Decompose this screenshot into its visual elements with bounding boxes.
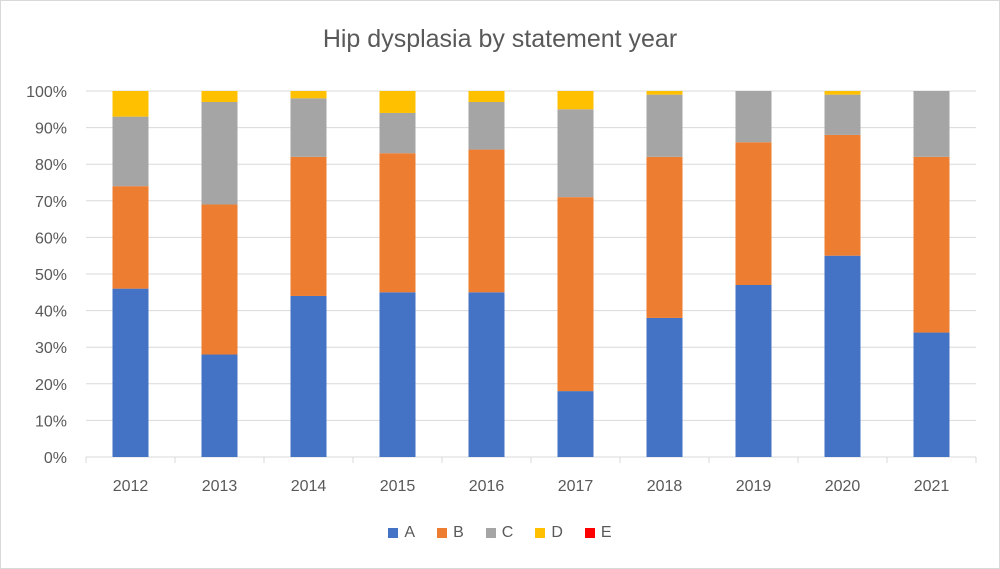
legend-item-D: D xyxy=(535,524,563,542)
bar-B-2019 xyxy=(735,142,772,285)
bar-D-2014 xyxy=(290,91,327,99)
y-tick-label: 100% xyxy=(26,84,67,101)
legend-item-A: A xyxy=(388,524,415,542)
legend-label: E xyxy=(600,524,612,541)
bar-C-2015 xyxy=(379,112,416,154)
x-tick-label: 2016 xyxy=(469,478,505,495)
x-tick-label: 2017 xyxy=(558,478,594,495)
bar-B-2020 xyxy=(824,134,861,256)
bar-B-2014 xyxy=(290,156,327,296)
y-tick-label: 50% xyxy=(35,267,67,284)
bar-A-2013 xyxy=(201,354,238,457)
y-tick-label: 0% xyxy=(44,450,67,467)
x-tick-label: 2021 xyxy=(914,478,950,495)
legend-swatch xyxy=(535,528,546,538)
bar-A-2016 xyxy=(468,292,505,457)
legend-swatch xyxy=(584,528,595,538)
legend-label: D xyxy=(551,524,563,541)
bar-A-2020 xyxy=(824,255,861,457)
bar-D-2017 xyxy=(557,91,594,110)
bar-A-2015 xyxy=(379,292,416,457)
bar-C-2017 xyxy=(557,109,594,198)
legend-item-B: B xyxy=(437,524,464,542)
y-tick-label: 60% xyxy=(35,230,67,247)
legend-swatch xyxy=(437,528,448,538)
x-tick-label: 2018 xyxy=(647,478,683,495)
y-tick-label: 30% xyxy=(35,340,67,357)
x-tick-label: 2013 xyxy=(202,478,238,495)
legend-swatch xyxy=(388,528,399,538)
bar-A-2019 xyxy=(735,284,772,457)
bar-B-2015 xyxy=(379,153,416,293)
bar-B-2012 xyxy=(112,186,149,289)
bar-A-2017 xyxy=(557,391,594,457)
y-tick-label: 10% xyxy=(35,413,67,430)
bar-B-2016 xyxy=(468,149,505,293)
bar-C-2014 xyxy=(290,98,327,157)
bar-D-2013 xyxy=(201,91,238,102)
bar-A-2012 xyxy=(112,288,149,457)
legend-label: C xyxy=(501,524,514,541)
legend-item-C: C xyxy=(485,524,514,542)
chart-title: Hip dysplasia by statement year xyxy=(322,25,678,53)
bar-C-2013 xyxy=(201,101,238,205)
legend-item-E: E xyxy=(584,524,612,542)
x-tick-label: 2019 xyxy=(736,478,772,495)
bar-C-2020 xyxy=(824,94,861,135)
x-tick-label: 2014 xyxy=(291,478,327,495)
legend-label: B xyxy=(453,524,464,541)
bar-D-2018 xyxy=(646,91,683,95)
bar-B-2017 xyxy=(557,197,594,392)
legend-label: A xyxy=(404,524,416,541)
x-tick-label: 2020 xyxy=(825,478,861,495)
bar-C-2016 xyxy=(468,101,505,150)
x-tick-label: 2012 xyxy=(113,478,149,495)
y-tick-label: 20% xyxy=(35,377,67,394)
bar-A-2021 xyxy=(913,332,950,457)
bar-D-2020 xyxy=(824,91,861,95)
bar-B-2013 xyxy=(201,204,238,355)
bar-C-2019 xyxy=(735,91,772,143)
bar-C-2012 xyxy=(112,116,149,187)
legend-swatch xyxy=(485,528,496,538)
bar-A-2018 xyxy=(646,317,683,457)
y-tick-label: 80% xyxy=(35,157,67,174)
legend: A B C D E xyxy=(1,524,999,542)
bar-D-2012 xyxy=(112,91,149,117)
bar-D-2015 xyxy=(379,91,416,113)
bar-C-2018 xyxy=(646,94,683,157)
y-tick-label: 40% xyxy=(35,304,67,321)
y-tick-label: 70% xyxy=(35,194,67,211)
bar-C-2021 xyxy=(913,91,950,157)
x-tick-label: 2015 xyxy=(380,478,416,495)
y-tick-label: 90% xyxy=(35,121,67,138)
bar-D-2016 xyxy=(468,91,505,102)
bar-B-2018 xyxy=(646,156,683,318)
bar-A-2014 xyxy=(290,295,327,457)
bar-B-2021 xyxy=(913,156,950,333)
